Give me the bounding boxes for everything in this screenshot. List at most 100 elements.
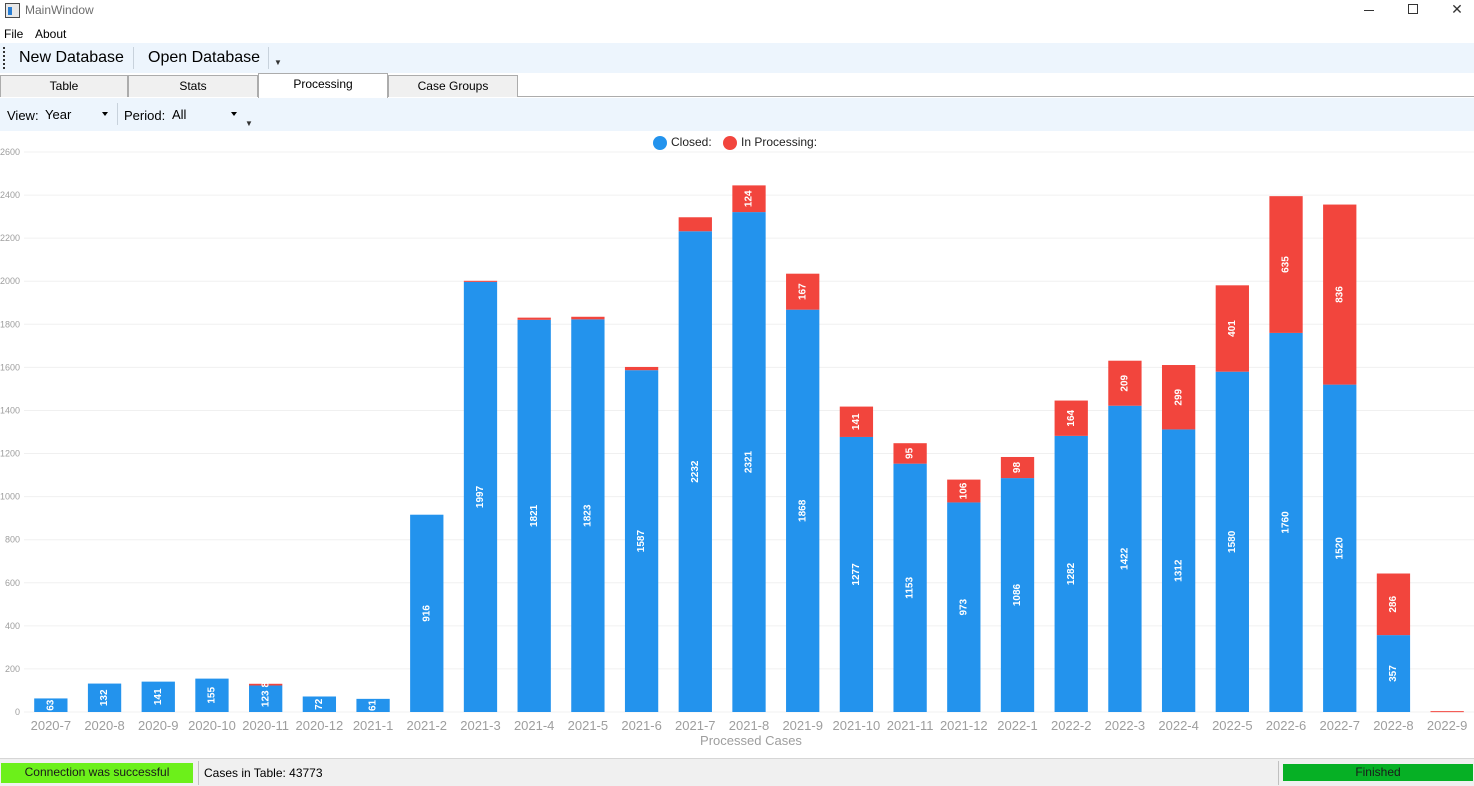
view-select-value: Year <box>45 107 72 122</box>
data-label-processing: 167 <box>797 283 808 300</box>
bar-processing <box>1108 360 1142 406</box>
x-tick-label: 2022-5 <box>1212 718 1252 733</box>
menu-file[interactable]: File <box>4 27 24 41</box>
bar-closed <box>1323 384 1357 712</box>
data-label-closed: 2321 <box>744 450 755 473</box>
legend-processing-label: In Processing: <box>741 135 818 150</box>
tab-stats[interactable]: Stats <box>128 75 258 97</box>
bar-closed <box>517 319 551 712</box>
bar-closed <box>571 319 605 712</box>
bar-processing <box>1269 196 1303 333</box>
connection-status: Connection was successful <box>1 763 193 783</box>
bar-processing <box>732 185 766 213</box>
data-label-processing: 164 <box>1066 409 1077 426</box>
bar-processing <box>1376 573 1411 636</box>
x-tick-label: 2021-9 <box>782 718 822 733</box>
tab-strip: Table Stats Processing Case Groups <box>0 73 1474 98</box>
toolbar-grip[interactable] <box>3 47 5 69</box>
x-tick-label: 2020-8 <box>84 718 124 733</box>
data-label-processing: 98 <box>1012 462 1023 474</box>
x-tick-label: 2020-12 <box>296 718 344 733</box>
bar-processing <box>249 683 283 686</box>
y-tick-label: 2600 <box>0 147 20 157</box>
x-tick-label: 2022-8 <box>1373 718 1413 733</box>
data-label-closed: 1086 <box>1012 583 1023 606</box>
data-label-processing: 106 <box>958 482 969 499</box>
bar-processing <box>1054 400 1088 436</box>
x-tick-label: 2021-2 <box>407 718 447 733</box>
data-label-processing: 209 <box>1120 374 1131 391</box>
bar-closed <box>786 309 820 712</box>
maximize-button[interactable] <box>1390 0 1436 22</box>
y-tick-label: 1800 <box>0 319 20 329</box>
filter-overflow-icon[interactable]: ▼ <box>245 119 253 128</box>
menu-about[interactable]: About <box>35 27 67 41</box>
view-label: View: <box>7 108 39 123</box>
x-tick-label: 2021-12 <box>940 718 988 733</box>
y-tick-label: 1200 <box>0 449 20 459</box>
data-label-processing: 124 <box>744 190 755 207</box>
data-label-closed: 1868 <box>797 499 808 522</box>
data-label-processing: 635 <box>1281 256 1292 273</box>
legend-closed-label: Closed: <box>671 135 712 150</box>
x-tick-label: 2021-4 <box>514 718 554 733</box>
bar-processing <box>678 217 712 232</box>
close-button[interactable]: ✕ <box>1434 0 1474 22</box>
tab-table[interactable]: Table <box>0 75 128 97</box>
y-tick-label: 1600 <box>0 362 20 372</box>
tab-case-groups[interactable]: Case Groups <box>388 75 518 97</box>
x-tick-label: 2022-7 <box>1319 718 1359 733</box>
bar-closed <box>463 281 498 712</box>
bar-processing <box>1161 365 1196 430</box>
data-label-processing: 299 <box>1173 388 1184 405</box>
y-tick-label: 2000 <box>0 276 20 286</box>
bar-processing <box>1430 711 1464 713</box>
bar-processing <box>786 273 820 310</box>
open-database-button[interactable]: Open Database <box>148 49 261 66</box>
close-icon: ✕ <box>1451 1 1463 17</box>
data-label-closed: 1277 <box>851 563 862 586</box>
x-tick-label: 2021-8 <box>729 718 769 733</box>
legend-item-closed[interactable]: Closed: <box>653 135 712 151</box>
bar-closed <box>947 502 981 712</box>
bar-closed <box>893 463 927 712</box>
x-tick-label: 2021-5 <box>568 718 608 733</box>
toolbar-separator <box>133 47 134 69</box>
bar-closed <box>1269 332 1303 712</box>
x-tick-label: 2020-7 <box>31 718 71 733</box>
y-tick-label: 200 <box>5 664 20 674</box>
toolbar: New Database Open Database ▼ <box>0 43 1474 73</box>
data-label-processing: 836 <box>1334 286 1345 303</box>
data-label-closed: 1153 <box>905 577 916 599</box>
data-label-closed: 1312 <box>1173 559 1184 582</box>
x-tick-label: 2021-1 <box>353 718 393 733</box>
y-tick-label: 600 <box>5 578 20 588</box>
x-axis-title: Processed Cases <box>700 733 802 748</box>
x-tick-label: 2022-6 <box>1266 718 1306 733</box>
new-database-button[interactable]: New Database <box>19 49 124 66</box>
bar-closed <box>1000 478 1035 712</box>
bar-processing <box>947 479 981 503</box>
toolbar-separator <box>268 47 269 69</box>
data-label-closed: 1587 <box>636 530 647 553</box>
bar-processing <box>571 316 605 320</box>
toolbar-overflow-icon[interactable]: ▼ <box>274 58 282 67</box>
tab-processing[interactable]: Processing <box>258 73 388 98</box>
period-select[interactable]: All <box>169 104 241 124</box>
chevron-down-icon <box>102 112 108 116</box>
view-select[interactable]: Year <box>42 104 112 124</box>
legend-closed-swatch <box>653 136 667 151</box>
bar-closed <box>732 212 766 712</box>
x-tick-label: 2020-10 <box>188 718 236 733</box>
data-label-closed: 1282 <box>1066 562 1077 585</box>
minimize-button[interactable] <box>1346 0 1392 22</box>
data-label-closed: 1422 <box>1120 547 1131 570</box>
menu-bar: File About <box>0 23 1474 43</box>
app-icon <box>5 3 20 18</box>
x-tick-label: 2021-10 <box>833 718 881 733</box>
data-label-processing: 141 <box>851 413 862 430</box>
legend-item-processing[interactable]: In Processing: <box>723 135 818 151</box>
data-label-closed: 61 <box>368 699 379 711</box>
bar-processing <box>624 366 659 371</box>
bar-closed <box>839 436 874 712</box>
